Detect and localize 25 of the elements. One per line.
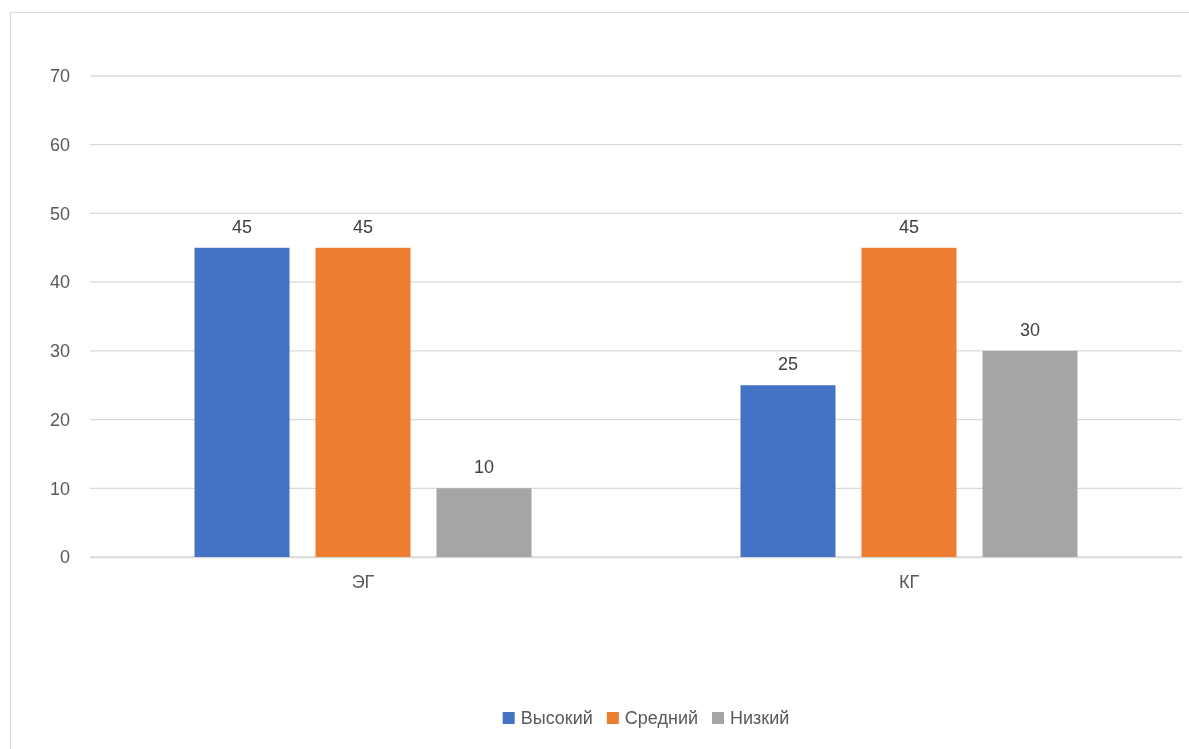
data-label: 25	[777, 354, 799, 375]
y-tick-label: 50	[49, 203, 70, 224]
bar	[861, 247, 957, 557]
bar	[740, 385, 836, 557]
y-tick-label: 0	[59, 547, 70, 568]
data-label: 30	[1019, 319, 1041, 340]
y-tick-label: 10	[49, 478, 70, 499]
bar	[982, 350, 1078, 557]
legend-label: Высокий	[520, 708, 593, 728]
y-tick-label: 60	[49, 134, 70, 155]
x-tick-label: ЭГ	[351, 571, 375, 592]
y-tick-label: 20	[49, 409, 70, 430]
y-tick-label: 70	[49, 66, 70, 87]
legend-label: Средний	[624, 708, 699, 728]
y-tick-label: 30	[49, 341, 70, 362]
bar	[315, 247, 411, 557]
x-tick-label: КГ	[898, 571, 920, 592]
data-label: 45	[898, 216, 920, 237]
data-label: 10	[473, 457, 495, 478]
legend-label: Низкий	[730, 708, 790, 728]
bar	[436, 488, 532, 557]
data-label: 45	[231, 216, 253, 237]
bar	[194, 247, 290, 557]
data-label: 45	[352, 216, 374, 237]
y-tick-label: 40	[49, 272, 70, 293]
